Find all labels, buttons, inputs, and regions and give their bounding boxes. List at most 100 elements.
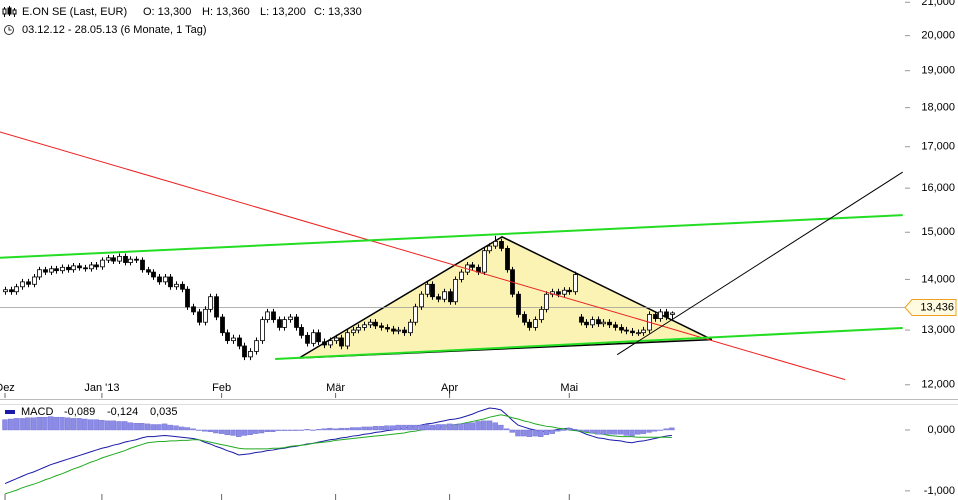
candle-body — [66, 266, 71, 271]
histogram-bar — [110, 420, 117, 431]
histogram-bar — [384, 425, 390, 431]
candle-body — [453, 279, 458, 303]
histogram-bar — [344, 427, 350, 431]
histogram-bar — [230, 429, 236, 436]
histogram-bar — [298, 429, 305, 431]
histogram-bar — [515, 429, 521, 437]
candle-body — [71, 265, 76, 271]
x-tick-label: Mai — [560, 382, 578, 394]
candle-body — [334, 337, 339, 342]
histogram-bar — [156, 424, 162, 431]
histogram-bar — [526, 429, 533, 437]
candle-body — [522, 314, 527, 323]
histogram-bar — [646, 429, 652, 433]
candle-body — [356, 327, 361, 331]
histogram-bar — [634, 429, 641, 435]
histogram-bar — [458, 423, 464, 431]
histogram-bar — [76, 418, 82, 431]
candle-body — [14, 286, 19, 293]
histogram-bar — [640, 429, 647, 434]
candle-body — [117, 255, 122, 262]
candle-body — [54, 268, 59, 272]
candle-body — [499, 241, 504, 249]
candle-body — [436, 296, 441, 300]
candle-body — [220, 316, 225, 334]
histogram-bar — [30, 417, 37, 431]
histogram-bar — [167, 424, 174, 431]
histogram-bar — [469, 422, 476, 431]
histogram-bar — [327, 427, 333, 431]
candle-body — [26, 281, 31, 285]
candle-body — [100, 259, 105, 268]
candle-body — [163, 276, 168, 283]
histogram-bar — [247, 429, 253, 436]
y-tick-label: 15,000 — [921, 226, 955, 238]
histogram-bar — [389, 425, 396, 431]
macd-legend-swatch — [5, 410, 15, 414]
candle-body — [590, 319, 595, 326]
histogram-bar — [498, 424, 504, 431]
histogram-bar — [275, 429, 282, 431]
histogram-bar — [560, 429, 567, 431]
y-tick-label: -1,000 — [924, 485, 955, 497]
candle-body — [157, 276, 162, 283]
candle-body — [214, 296, 219, 318]
candle-body — [89, 264, 94, 270]
histogram-bar — [520, 429, 527, 437]
candle-icon — [2, 6, 17, 17]
macd-line — [4, 407, 672, 485]
histogram-bar — [617, 429, 624, 435]
y-tick-label: 13,000 — [921, 324, 955, 336]
candle-body — [260, 319, 265, 342]
x-tick-label: Dez — [0, 382, 15, 394]
candle-body — [203, 308, 208, 323]
candle-body — [556, 291, 561, 295]
histogram-bar — [332, 428, 339, 431]
histogram-bar — [93, 419, 99, 431]
candle-body — [430, 283, 435, 298]
histogram-bar — [315, 429, 322, 431]
histogram-bar — [418, 424, 424, 431]
candle-body — [533, 319, 538, 328]
histogram-bar — [412, 424, 419, 431]
x-tick-label: Jan '13 — [84, 382, 119, 394]
candle-body — [470, 264, 475, 268]
x-tick-label: Feb — [212, 382, 231, 394]
histogram-bar — [463, 423, 470, 431]
histogram-bar — [127, 422, 134, 431]
histogram-bar — [378, 426, 384, 431]
candle-body — [448, 291, 453, 303]
candle-body — [362, 324, 367, 328]
histogram-bar — [190, 428, 196, 431]
histogram-bar — [595, 429, 601, 435]
histogram-bar — [236, 429, 242, 437]
histogram-bar — [287, 429, 293, 431]
x-tick-label: Apr — [441, 382, 458, 394]
candle-body — [584, 321, 589, 326]
low-value: L: 13,200 — [260, 6, 306, 18]
candle-body — [111, 257, 116, 262]
histogram-bar — [577, 429, 584, 431]
candle-body — [271, 311, 276, 321]
candle-body — [613, 324, 618, 328]
candle-body — [208, 296, 213, 310]
candle-body — [128, 258, 133, 263]
histogram-bar — [258, 429, 265, 434]
candle-body — [60, 266, 65, 272]
histogram-bar — [532, 429, 538, 437]
candle-body — [567, 289, 572, 293]
histogram-bar — [218, 429, 225, 434]
histogram-bar — [104, 420, 111, 431]
histogram-bar — [657, 429, 664, 431]
histogram-bar — [549, 429, 555, 434]
y-tick-label: 16,000 — [921, 182, 955, 194]
candle-body — [288, 316, 293, 321]
histogram-bar — [179, 426, 185, 431]
histogram-bar — [321, 428, 327, 431]
candle-body — [3, 289, 8, 293]
candle-body — [670, 312, 675, 315]
histogram-bar — [201, 429, 208, 432]
candle-body — [505, 247, 510, 271]
histogram-bar — [349, 427, 356, 431]
